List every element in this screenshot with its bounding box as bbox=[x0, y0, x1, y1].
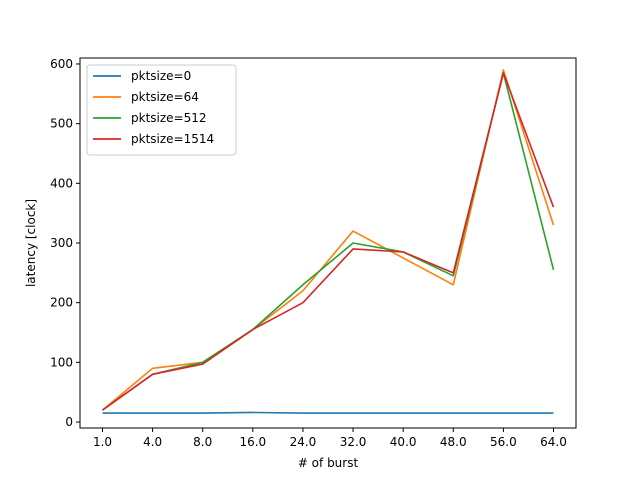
x-tick-label: 48.0 bbox=[440, 435, 467, 449]
y-axis: 0 100 200 300 400 500 600 bbox=[50, 57, 80, 429]
y-tick-label: 100 bbox=[50, 355, 73, 369]
y-tick-label: 400 bbox=[50, 176, 73, 190]
legend-box bbox=[86, 64, 237, 156]
y-axis-label: latency [clock] bbox=[24, 199, 38, 287]
legend-label: pktsize=64 bbox=[131, 90, 199, 104]
y-tick-label: 200 bbox=[50, 296, 73, 310]
y-tick-label: 600 bbox=[50, 57, 73, 71]
x-tick-label: 32.0 bbox=[340, 435, 367, 449]
x-tick-label: 64.0 bbox=[540, 435, 567, 449]
x-tick-label: 24.0 bbox=[290, 435, 317, 449]
x-tick-label: 40.0 bbox=[390, 435, 417, 449]
legend: pktsize=0 pktsize=64 pktsize=512 pktsize=15… bbox=[86, 64, 237, 156]
y-tick-label: 0 bbox=[65, 415, 73, 429]
series-line-pktsize-1514 bbox=[102, 72, 555, 411]
y-tick-label: 300 bbox=[50, 236, 73, 250]
x-axis: 1.0 4.0 8.0 16.0 24.0 32.0 40.0 48.0 56.0 64.0 bbox=[93, 428, 567, 449]
series-line-pktsize-0 bbox=[102, 411, 554, 414]
x-tick-label: 4.0 bbox=[143, 435, 162, 449]
series-layer bbox=[101, 69, 555, 414]
x-axis-label: # of burst bbox=[298, 456, 359, 470]
x-tick-label: 16.0 bbox=[239, 435, 266, 449]
y-tick-label: 500 bbox=[50, 117, 73, 131]
x-tick-label: 1.0 bbox=[93, 435, 112, 449]
legend-label: pktsize=512 bbox=[131, 111, 207, 125]
x-tick-label: 56.0 bbox=[490, 435, 517, 449]
x-tick-label: 8.0 bbox=[193, 435, 212, 449]
legend-label: pktsize=1514 bbox=[131, 132, 214, 146]
legend-label: pktsize=0 bbox=[131, 69, 191, 83]
